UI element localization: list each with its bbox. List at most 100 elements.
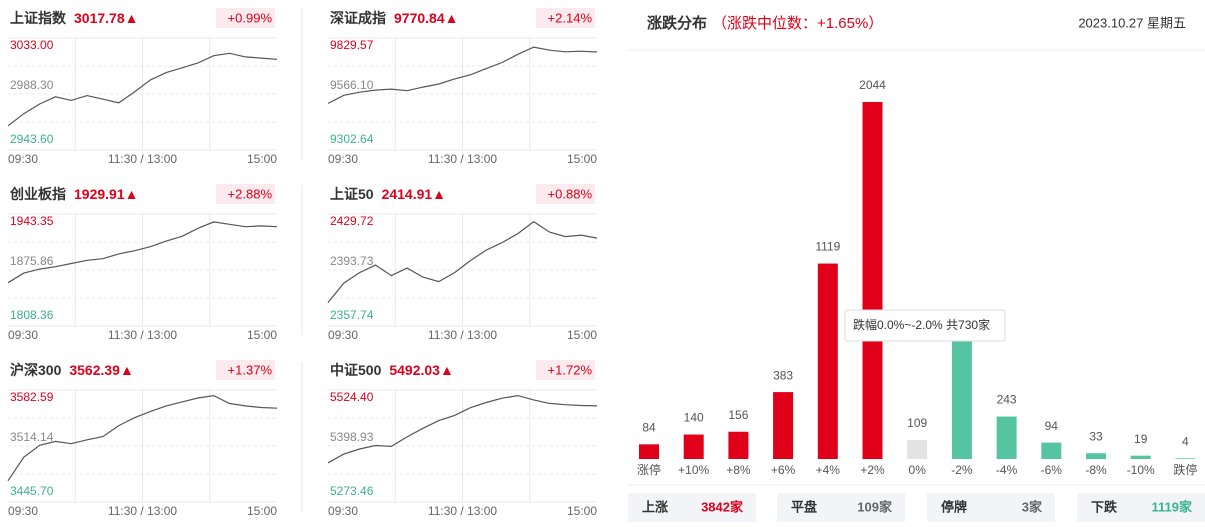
change-badge xyxy=(536,184,595,204)
summary-label: 平盘 xyxy=(791,499,817,514)
x-tick-label: +10% xyxy=(678,463,709,477)
sparkline xyxy=(327,220,598,303)
y-tick-label: 5273.46 xyxy=(330,484,374,498)
summary-box xyxy=(927,493,1055,522)
value-label: 33 xyxy=(1089,429,1103,443)
y-tick-label: 5524.40 xyxy=(330,390,374,404)
time-label: 15:00 xyxy=(247,328,277,342)
time-label: 11:30 / 13:00 xyxy=(108,504,177,518)
x-tick-label: -2% xyxy=(951,463,973,477)
x-tick-label: +6% xyxy=(771,463,796,477)
time-label: 09:30 xyxy=(8,152,38,166)
x-tick-label: -4% xyxy=(996,463,1018,477)
bar xyxy=(683,434,704,459)
summary-label: 停牌 xyxy=(941,499,967,514)
time-label: 15:00 xyxy=(567,328,597,342)
y-tick-label: 2357.74 xyxy=(330,308,374,322)
value-label: 140 xyxy=(684,411,704,425)
time-label: 11:30 / 13:00 xyxy=(428,504,497,518)
value-label: 2044 xyxy=(859,78,886,92)
index-title: 上证指数 3017.78▲ xyxy=(10,10,138,26)
sparkline xyxy=(7,221,278,284)
change-badge xyxy=(216,360,275,380)
time-label: 09:30 xyxy=(328,504,358,518)
chart-subtitle: （涨跌中位数：+1.65%） xyxy=(712,15,883,32)
index-price: 2414.91▲ xyxy=(382,186,446,202)
bar xyxy=(907,439,928,459)
index-price: 1929.91▲ xyxy=(74,186,138,202)
time-label: 15:00 xyxy=(567,504,597,518)
x-tick-label: -10% xyxy=(1127,463,1155,477)
value-label: 156 xyxy=(728,408,748,422)
summary-value: 3842家 xyxy=(701,499,744,514)
index-price: 9770.84▲ xyxy=(394,10,458,26)
bar xyxy=(817,263,838,459)
tooltip-text: 跌幅0.0%~-2.0% 共730家 xyxy=(853,317,990,332)
bar xyxy=(1175,458,1196,459)
index-name: 上证指数 xyxy=(10,10,67,26)
index-name: 沪深300 xyxy=(10,362,62,378)
x-tick-label: -8% xyxy=(1085,463,1107,477)
bar xyxy=(728,431,749,459)
y-tick-label: 9566.10 xyxy=(330,78,374,92)
index-change: +1.72% xyxy=(548,362,593,377)
x-tick-label: +2% xyxy=(860,463,885,477)
y-tick-label: 9302.64 xyxy=(330,132,374,146)
index-change: +0.99% xyxy=(228,10,273,25)
index-title: 深证成指 9770.84▲ xyxy=(330,10,458,26)
time-label: 09:30 xyxy=(8,504,38,518)
bar xyxy=(1130,455,1151,459)
sparkline xyxy=(7,394,278,482)
chart-title: 涨跌分布 xyxy=(647,14,707,32)
y-tick-label: 2393.73 xyxy=(330,254,374,268)
index-change: +2.88% xyxy=(228,186,273,201)
y-tick-label: 1943.35 xyxy=(10,214,54,228)
time-label: 09:30 xyxy=(8,328,38,342)
summary-label: 下跌 xyxy=(1091,499,1118,514)
value-label: 383 xyxy=(773,368,793,382)
bar xyxy=(862,102,883,459)
x-tick-label: 跌停 xyxy=(1173,462,1197,477)
value-label: 243 xyxy=(997,393,1017,407)
x-tick-label: -6% xyxy=(1041,463,1063,477)
y-tick-label: 3514.14 xyxy=(10,430,54,444)
sparkline xyxy=(327,46,598,104)
x-tick-label: 0% xyxy=(909,463,927,477)
summary-box xyxy=(1077,493,1205,522)
value-label: 84 xyxy=(642,421,656,435)
time-label: 09:30 xyxy=(328,328,358,342)
time-label: 11:30 / 13:00 xyxy=(108,328,177,342)
x-tick-label: +8% xyxy=(726,463,751,477)
index-price: 3562.39▲ xyxy=(69,362,133,378)
x-tick-label: +4% xyxy=(816,463,841,477)
y-tick-label: 9829.57 xyxy=(330,38,374,52)
y-tick-label: 2429.72 xyxy=(330,214,374,228)
summary-label: 上涨 xyxy=(642,499,668,514)
index-title: 上证50 2414.91▲ xyxy=(330,186,446,202)
value-label: 94 xyxy=(1045,419,1059,433)
bar xyxy=(1041,442,1062,459)
bar xyxy=(996,416,1017,459)
sparkline xyxy=(327,394,598,464)
value-label: 1119 xyxy=(815,240,840,254)
summary-box xyxy=(777,493,905,522)
tooltip-box xyxy=(844,309,1006,342)
y-tick-label: 1875.86 xyxy=(10,254,54,268)
y-tick-label: 2943.60 xyxy=(10,132,54,146)
change-badge xyxy=(536,8,595,28)
summary-value: 109家 xyxy=(857,499,893,514)
index-change: +0.88% xyxy=(548,186,593,201)
sparkline xyxy=(7,52,278,127)
index-name: 中证500 xyxy=(330,362,382,378)
change-badge xyxy=(536,360,595,380)
summary-box xyxy=(628,493,756,522)
time-label: 09:30 xyxy=(328,152,358,166)
index-title: 沪深300 3562.39▲ xyxy=(10,362,134,378)
bar xyxy=(1086,453,1106,459)
bar xyxy=(773,392,794,459)
index-title: 创业板指 1929.91▲ xyxy=(9,186,138,202)
index-name: 创业板指 xyxy=(9,186,66,202)
value-label: 19 xyxy=(1134,432,1148,446)
time-label: 11:30 / 13:00 xyxy=(428,152,497,166)
